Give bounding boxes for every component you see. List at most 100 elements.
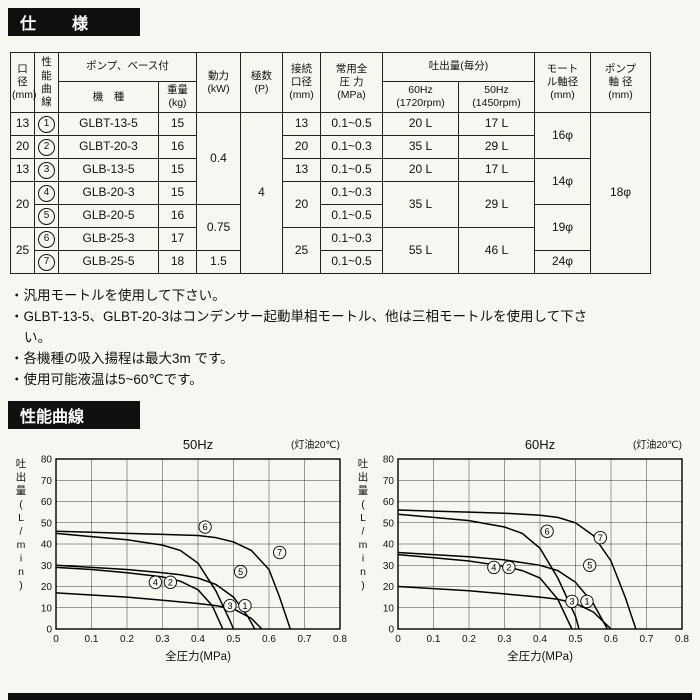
section-title-performance-curves: 性能曲線 xyxy=(20,408,85,426)
svg-text:30: 30 xyxy=(41,561,53,572)
svg-text:4: 4 xyxy=(491,562,496,572)
svg-text:i: i xyxy=(362,552,364,564)
svg-text:80: 80 xyxy=(41,454,53,465)
svg-text:2: 2 xyxy=(168,577,173,587)
weight-cell: 16 xyxy=(157,135,198,160)
svg-text:2: 2 xyxy=(506,562,511,572)
curve-no-cell: 6 xyxy=(34,227,59,252)
circled-number: 6 xyxy=(38,230,55,248)
svg-text:0.5: 0.5 xyxy=(227,634,241,645)
note-item: ・GLBT-13-5、GLBT-20-3はコンデンサー起動単相モートル、他は三相… xyxy=(10,309,588,346)
power-cell: 1.5 xyxy=(196,250,242,275)
svg-text:50: 50 xyxy=(41,518,53,529)
svg-text:): ) xyxy=(19,579,23,591)
bore-cell: 20 xyxy=(10,135,35,160)
model-cell: GLB-25-5 xyxy=(58,250,159,275)
svg-text:0.2: 0.2 xyxy=(462,634,476,645)
bore-cell: 13 xyxy=(10,112,35,137)
curve-no-cell: 1 xyxy=(34,112,59,137)
bore-cell: 25 xyxy=(10,227,35,275)
power-cell: 0.4 xyxy=(196,112,242,206)
svg-text:m: m xyxy=(17,539,26,551)
weight-cell: 17 xyxy=(157,227,198,252)
svg-text:(灯油20℃): (灯油20℃) xyxy=(291,438,340,451)
power-cell: 0.75 xyxy=(196,204,242,252)
model-cell: GLB-20-5 xyxy=(58,204,159,229)
discharge-50hz-cell: 46 L xyxy=(458,227,536,275)
section-title-specifications: 仕 様 xyxy=(20,16,99,33)
discharge-50hz-cell: 29 L xyxy=(458,135,536,160)
svg-text:L: L xyxy=(360,512,366,524)
section-header-specifications: 仕 様 xyxy=(8,8,140,36)
svg-text:0: 0 xyxy=(53,634,59,645)
svg-text:6: 6 xyxy=(545,526,550,536)
svg-text:3: 3 xyxy=(569,596,574,606)
pressure-cell: 0.1~0.3 xyxy=(320,181,384,206)
connection-cell: 25 xyxy=(282,227,322,275)
discharge-60hz-cell: 20 L xyxy=(382,112,460,137)
svg-text:量: 量 xyxy=(358,485,369,497)
circled-number: 7 xyxy=(38,253,55,271)
bore-cell: 13 xyxy=(10,158,35,183)
discharge-50hz-cell: 17 L xyxy=(458,112,536,137)
connection-cell: 20 xyxy=(282,135,322,160)
svg-text:量: 量 xyxy=(16,485,27,497)
svg-text:5: 5 xyxy=(238,567,243,577)
col-header-pump-with-base: ポンプ、ベース付 xyxy=(57,52,198,82)
pressure-cell: 0.1~0.3 xyxy=(320,135,384,160)
svg-text:(: ( xyxy=(361,498,365,510)
svg-text:0.7: 0.7 xyxy=(298,634,312,645)
svg-text:0.3: 0.3 xyxy=(156,634,170,645)
svg-text:0.1: 0.1 xyxy=(85,634,99,645)
pump-shaft-cell: 18φ xyxy=(590,112,652,275)
svg-text:/: / xyxy=(20,525,23,537)
col-header-motor-shaft: モート ル軸径 (mm) xyxy=(534,51,592,114)
weight-cell: 16 xyxy=(157,204,198,229)
col-header-model: 機 種 xyxy=(58,80,159,114)
pressure-cell: 0.1~0.3 xyxy=(320,227,384,252)
svg-text:30: 30 xyxy=(383,561,395,572)
discharge-60hz-cell: 20 L xyxy=(382,158,460,183)
svg-text:n: n xyxy=(360,566,366,578)
model-cell: GLBT-20-3 xyxy=(58,135,159,160)
pressure-cell: 0.1~0.5 xyxy=(320,250,384,275)
col-header-curve-no: 性 能 曲 線 xyxy=(34,51,59,114)
svg-text:60: 60 xyxy=(41,497,53,508)
connection-cell: 20 xyxy=(282,181,322,229)
pressure-cell: 0.1~0.5 xyxy=(320,204,384,229)
svg-text:7: 7 xyxy=(598,533,603,543)
svg-text:0.4: 0.4 xyxy=(191,634,205,645)
table-row: 5 GLB-20-5 16 0.75 0.1~0.5 19φ xyxy=(11,204,651,252)
svg-text:0.2: 0.2 xyxy=(120,634,134,645)
svg-text:0.7: 0.7 xyxy=(640,634,654,645)
svg-text:10: 10 xyxy=(383,603,395,614)
svg-text:0.6: 0.6 xyxy=(262,634,276,645)
svg-text:40: 40 xyxy=(383,539,395,550)
weight-cell: 15 xyxy=(157,112,198,137)
table-row: 7 GLB-25-5 18 1.5 0.1~0.5 24φ xyxy=(11,250,651,275)
col-header-power: 動力 (kW) xyxy=(196,51,242,114)
model-cell: GLB-13-5 xyxy=(58,158,159,183)
table-row: 13 3 GLB-13-5 15 13 0.1~0.5 20 L 17 L 14… xyxy=(10,158,651,206)
svg-text:60Hz: 60Hz xyxy=(525,437,555,452)
note-item: ・各機種の吸入揚程は最大3m です。 xyxy=(10,351,234,367)
svg-text:/: / xyxy=(362,525,365,537)
curve-no-cell: 7 xyxy=(34,250,59,275)
svg-text:0.8: 0.8 xyxy=(675,634,689,645)
weight-cell: 15 xyxy=(157,158,198,183)
svg-text:n: n xyxy=(18,566,24,578)
svg-text:吐: 吐 xyxy=(16,458,27,470)
svg-text:60: 60 xyxy=(383,497,395,508)
svg-text:0: 0 xyxy=(388,624,394,635)
discharge-60hz-cell: 35 L xyxy=(382,135,460,160)
svg-text:0.1: 0.1 xyxy=(427,634,441,645)
curve-no-cell: 4 xyxy=(34,181,59,206)
pressure-cell: 0.1~0.5 xyxy=(320,112,384,137)
weight-cell: 18 xyxy=(157,250,198,275)
col-header-discharge: 吐出量(毎分) xyxy=(382,52,536,82)
svg-text:吐: 吐 xyxy=(358,458,369,470)
circled-number: 1 xyxy=(38,115,55,133)
curve-no-cell: 3 xyxy=(34,158,59,183)
svg-text:0: 0 xyxy=(46,624,52,635)
svg-text:m: m xyxy=(359,539,368,551)
